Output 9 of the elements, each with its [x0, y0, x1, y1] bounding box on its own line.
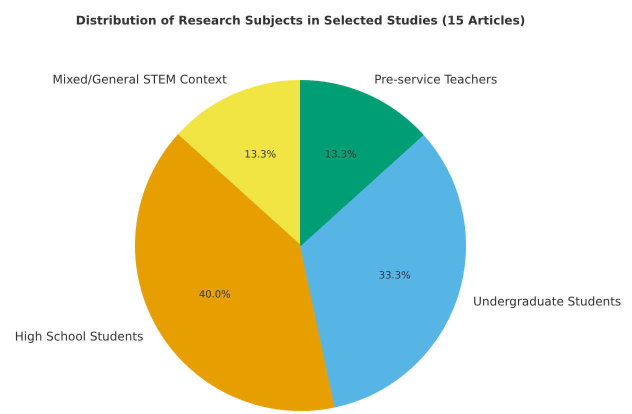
data-label: 40.0% [198, 290, 231, 300]
data-label: 13.3% [244, 150, 276, 161]
data-label: 13.3% [324, 150, 357, 161]
slice-label: Pre-service Teachers [374, 72, 498, 87]
slice-label: Undergraduate Students [473, 294, 622, 308]
slice-label: High School Students [14, 329, 144, 344]
data-label: 33.3% [378, 270, 411, 282]
chart-title: Distribution of Research Subjects in Selected Studies (15 Articles) [76, 14, 526, 28]
slice-label: Mixed/General STEM Context [52, 72, 228, 87]
